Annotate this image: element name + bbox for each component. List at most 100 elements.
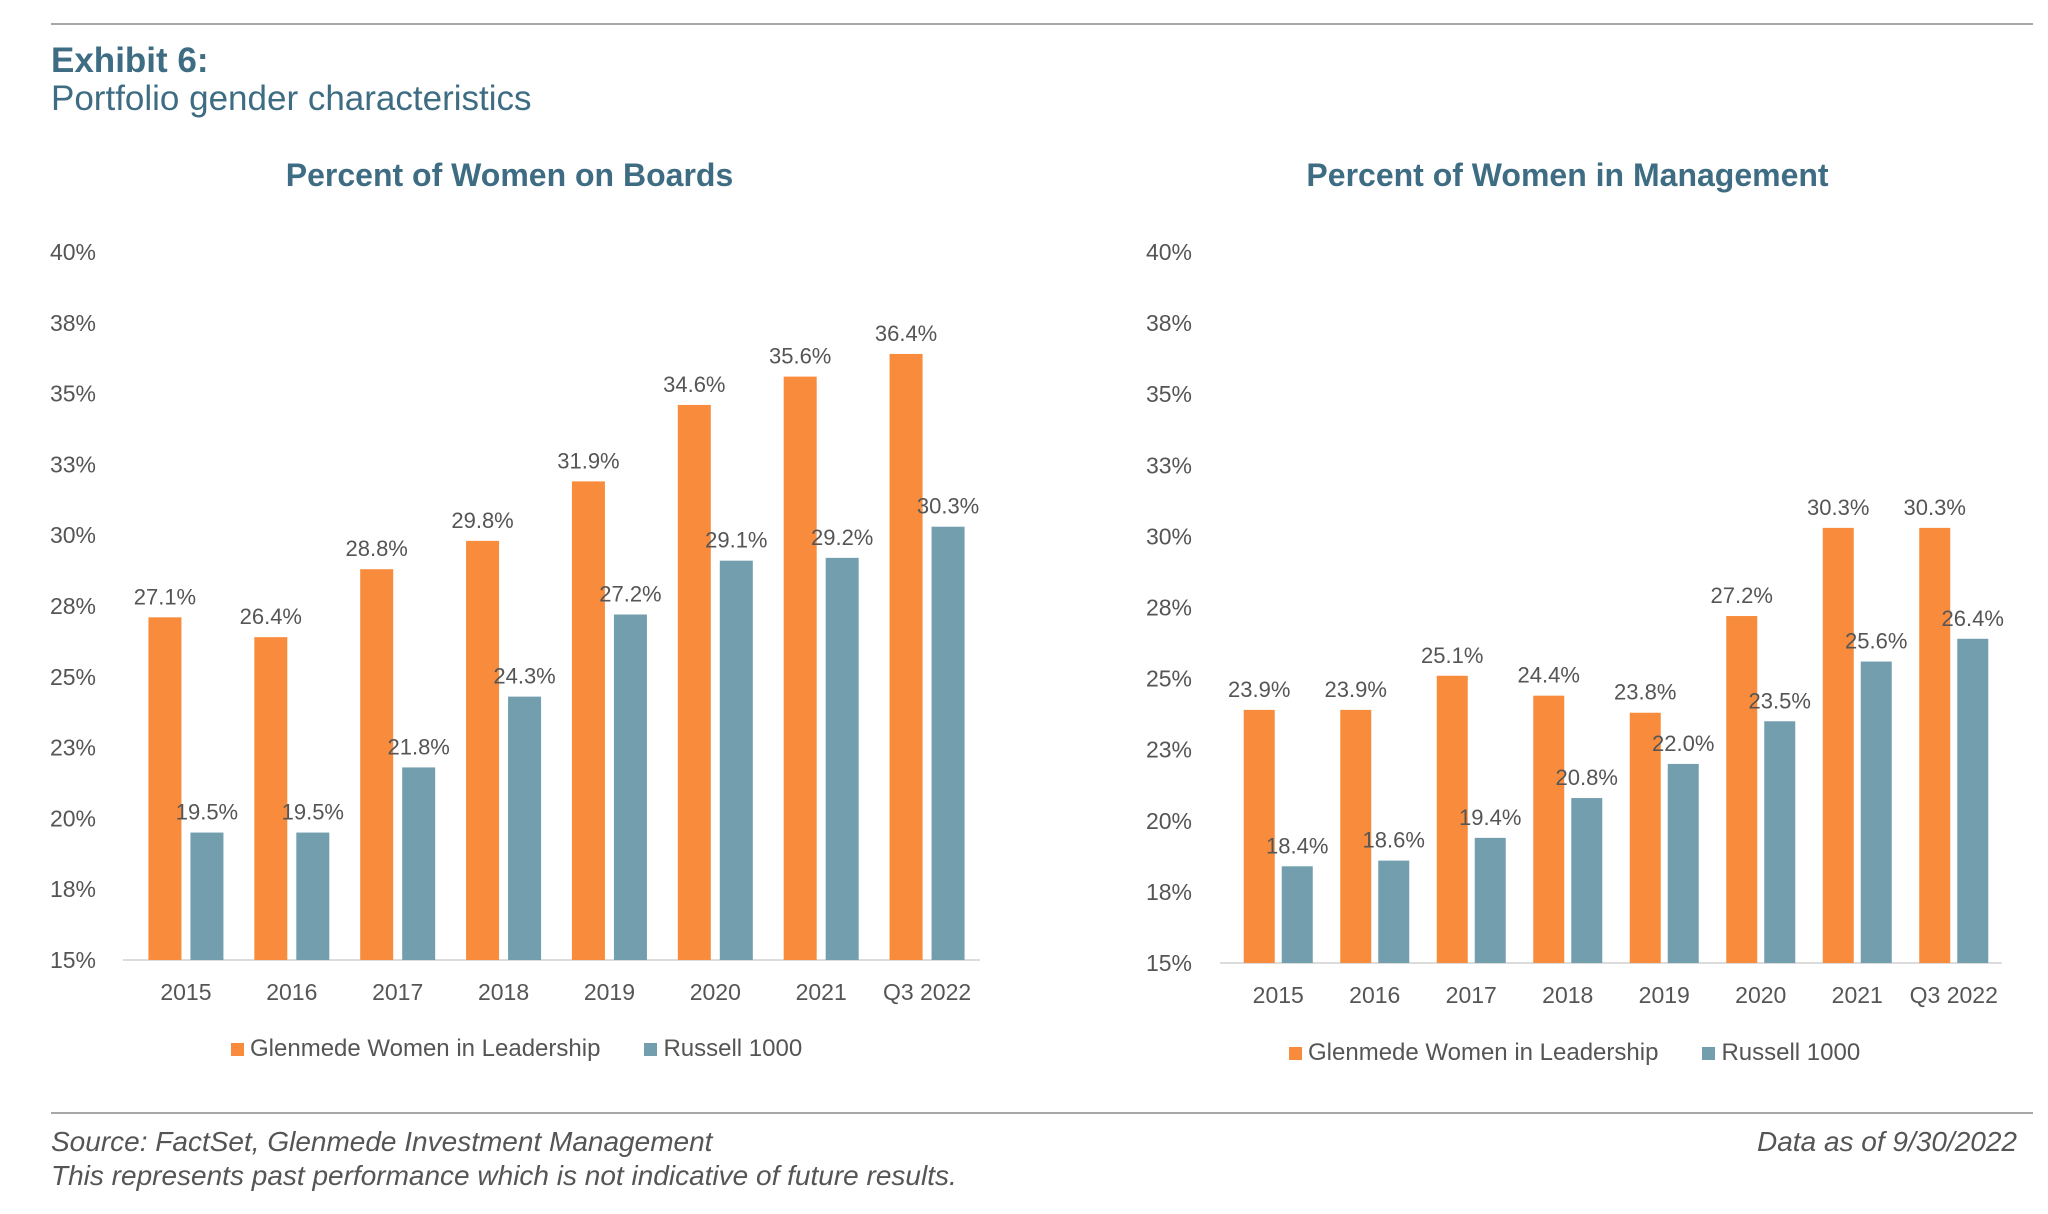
data-label-russell-2020: 23.5%: [1749, 688, 1811, 713]
data-label-glenmede-2018: 24.4%: [1518, 663, 1580, 688]
boards-bar-chart: 15% 18% 20% 23% 25% 28% 30% 33% 35% 38% 40% 2015 27.…: [50, 239, 980, 1005]
disclaimer-note: This represents past performance which i…: [51, 1160, 957, 1191]
y-tick-label: 30%: [50, 522, 96, 548]
bar-glenmede-2016: [1340, 709, 1372, 963]
data-label-glenmede-2017: 28.8%: [345, 536, 407, 561]
bar-russell-2015: [1281, 866, 1313, 963]
boards-chart-title: Percent of Women on Boards: [285, 157, 734, 193]
data-label-glenmede-2021: 30.3%: [1807, 495, 1869, 520]
x-tick-label-2015: 2015: [1253, 982, 1304, 1008]
data-label-glenmede-2017: 25.1%: [1421, 643, 1483, 668]
exhibit-label: Exhibit 6:: [51, 41, 209, 80]
x-tick-label-2021: 2021: [1832, 982, 1883, 1008]
data-label-glenmede-q3-2022: 30.3%: [1904, 495, 1966, 520]
data-label-russell-2019: 22.0%: [1652, 731, 1714, 756]
bar-glenmede-2020: [677, 404, 711, 960]
bar-russell-2019: [613, 614, 647, 960]
data-label-russell-q3-2022: 30.3%: [917, 494, 979, 519]
y-tick-label: 25%: [1146, 666, 1192, 692]
data-label-russell-2015: 18.4%: [1266, 833, 1328, 858]
bar-glenmede-2021: [1822, 527, 1854, 963]
legend-item-russell: Russell 1000: [1702, 1039, 1860, 1067]
data-label-russell-2016: 19.5%: [282, 800, 344, 825]
y-tick-label: 38%: [50, 310, 96, 336]
y-tick-label: 18%: [50, 876, 96, 902]
x-tick-label-2019: 2019: [1639, 982, 1690, 1008]
legend-item-russell: Russell 1000: [644, 1035, 802, 1063]
legend-label-glenmede: Glenmede Women in Leadership: [250, 1035, 601, 1062]
data-label-glenmede-2020: 27.2%: [1711, 583, 1773, 608]
x-tick-label-2021: 2021: [796, 979, 847, 1005]
bar-russell-2021: [825, 557, 859, 960]
y-tick-label: 33%: [50, 451, 96, 477]
bar-russell-2019: [1667, 763, 1699, 963]
data-label-russell-2017: 19.4%: [1459, 805, 1521, 830]
bar-russell-2015: [190, 832, 224, 960]
data-label-glenmede-2016: 23.9%: [1325, 677, 1387, 702]
legend-label-russell: Russell 1000: [663, 1035, 803, 1062]
data-label-glenmede-2016: 26.4%: [240, 604, 302, 629]
bar-russell-2017: [1474, 837, 1506, 963]
y-tick-label: 28%: [50, 593, 96, 619]
legend-swatch-glenmede: [1289, 1046, 1302, 1060]
boards-legend: Glenmede Women in Leadership Russell 100…: [231, 1035, 846, 1063]
bar-russell-q3-2022: [931, 526, 965, 960]
data-label-russell-2020: 29.1%: [705, 528, 767, 553]
y-tick-label: 33%: [1146, 452, 1192, 478]
management-legend: Glenmede Women in Leadership Russell 100…: [1289, 1039, 1904, 1067]
legend-swatch-russell: [1702, 1046, 1716, 1060]
data-label-russell-2016: 18.6%: [1363, 828, 1425, 853]
y-tick-label: 35%: [50, 381, 96, 407]
bar-russell-2021: [1860, 661, 1892, 963]
bar-glenmede-2019: [571, 481, 605, 960]
data-label-russell-2015: 19.5%: [176, 800, 238, 825]
exhibit-subtitle: Portfolio gender characteristics: [51, 79, 532, 118]
x-tick-label-2017: 2017: [1446, 982, 1497, 1008]
y-tick-label: 20%: [1146, 808, 1192, 834]
bar-russell-q3-2022: [1957, 638, 1989, 963]
x-tick-label-q3-2022: Q3 2022: [883, 979, 971, 1005]
x-tick-label-2020: 2020: [1735, 982, 1786, 1008]
y-tick-label: 23%: [50, 735, 96, 761]
data-label-glenmede-2019: 31.9%: [557, 448, 619, 473]
y-tick-label: 40%: [1146, 239, 1192, 265]
management-chart-title: Percent of Women in Management: [1306, 157, 1829, 193]
y-tick-label: 18%: [1146, 879, 1192, 905]
bar-russell-2018: [1571, 798, 1603, 963]
y-tick-label: 25%: [50, 664, 96, 690]
y-tick-label: 23%: [1146, 737, 1192, 763]
bar-glenmede-2016: [254, 637, 288, 960]
bar-glenmede-q3-2022: [1919, 527, 1951, 963]
bottom-rule: [51, 1112, 2033, 1114]
legend-swatch-glenmede: [231, 1042, 244, 1056]
bar-glenmede-2018: [1533, 695, 1565, 963]
data-label-glenmede-2019: 23.8%: [1614, 680, 1676, 705]
x-tick-label-2016: 2016: [1349, 982, 1400, 1008]
top-rule: [51, 23, 2033, 25]
data-label-glenmede-2015: 23.9%: [1228, 677, 1290, 702]
bar-russell-2020: [1764, 721, 1796, 963]
bar-russell-2020: [719, 560, 753, 960]
legend-item-glenmede: Glenmede Women in Leadership: [231, 1035, 600, 1063]
x-tick-label-2018: 2018: [1542, 982, 1593, 1008]
bar-glenmede-2021: [783, 376, 817, 960]
x-tick-label-2017: 2017: [372, 979, 423, 1005]
management-bar-chart: 15% 18% 20% 23% 25% 28% 30% 33% 35% 38% 40% 2015 23.…: [1146, 239, 2004, 1008]
y-tick-label: 15%: [50, 947, 96, 973]
source-note: Source: FactSet, Glenmede Investment Man…: [51, 1126, 713, 1157]
bar-russell-2016: [1378, 860, 1410, 963]
data-label-glenmede-2018: 29.8%: [451, 508, 513, 533]
legend-item-glenmede: Glenmede Women in Leadership: [1289, 1039, 1658, 1067]
bar-glenmede-2017: [360, 569, 394, 960]
y-tick-label: 28%: [1146, 595, 1192, 621]
y-tick-label: 35%: [1146, 381, 1192, 407]
x-tick-label-2019: 2019: [584, 979, 635, 1005]
y-tick-label: 38%: [1146, 310, 1192, 336]
y-tick-label: 15%: [1146, 950, 1192, 976]
data-label-russell-2017: 21.8%: [387, 734, 449, 759]
data-label-russell-2019: 27.2%: [599, 581, 661, 606]
data-label-russell-2018: 24.3%: [493, 664, 555, 689]
bar-glenmede-2017: [1436, 675, 1468, 963]
data-label-glenmede-2015: 27.1%: [134, 584, 196, 609]
x-tick-label-2015: 2015: [160, 979, 211, 1005]
